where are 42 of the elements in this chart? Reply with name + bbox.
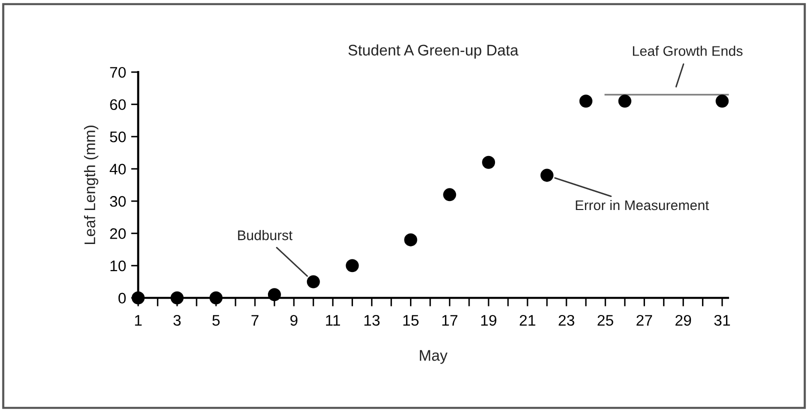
chart-title: Student A Green-up Data [348,44,518,59]
x-tick-label: 13 [364,314,380,326]
x-tick-label: 11 [326,315,340,326]
point [268,288,281,302]
x-tick-label: 21 [520,314,536,326]
x-tick-label: 27 [636,314,652,326]
x-tick-label: 29 [676,314,692,326]
x-axis-title: May [420,350,448,364]
x-tick-label: 17 [442,315,458,326]
y-tick-label: 0 [118,292,126,304]
x-tick-label: 31 [714,314,730,326]
x-tick-label: 25 [598,314,614,326]
y-tick-label: 70 [110,66,126,78]
y-tick-label: 50 [110,131,126,142]
y-tick-label: 20 [110,228,126,240]
x-tick-label: 9 [290,314,298,326]
x-tick-label: 19 [481,314,496,326]
x-tick-label: 15 [403,315,419,326]
point [443,188,456,202]
x-tick-label: 7 [252,315,258,326]
point [170,291,184,304]
point [346,259,359,272]
point [716,94,729,108]
annotation: Leaf Growth Ends [632,46,743,56]
y-tick-label: 30 [110,196,126,207]
point [482,156,496,169]
y-tick-label: 60 [110,99,126,110]
y-tick-label: 40 [110,164,126,175]
point [306,275,320,288]
y-tick-label: 10 [110,260,126,272]
point [540,168,554,182]
x-tick-label: 23 [558,314,574,326]
y-axis-title: Leaf Length (mm) [84,126,98,244]
point [210,291,223,304]
point [579,94,592,108]
point [618,94,632,108]
x-tick-label: 5 [212,315,220,326]
annotation: Error in Measurement [576,200,709,210]
x-tick-label: 3 [173,314,181,326]
annotation: Budburst [238,230,292,240]
x-tick-label: 1 [135,315,142,326]
point [404,233,418,246]
